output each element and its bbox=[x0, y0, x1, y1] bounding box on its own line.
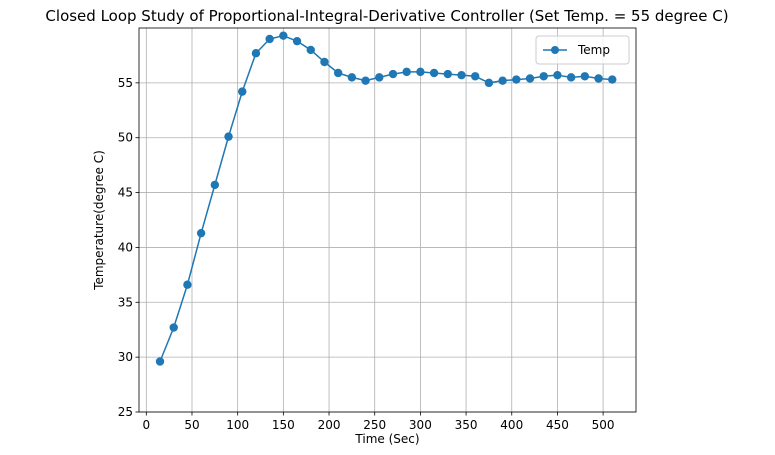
legend-marker bbox=[551, 46, 559, 54]
legend-box bbox=[535, 35, 630, 65]
y-tick-label: 25 bbox=[118, 405, 133, 419]
x-tick-label: 200 bbox=[318, 418, 341, 432]
data-point bbox=[265, 34, 274, 44]
data-point bbox=[566, 73, 576, 82]
data-point bbox=[457, 70, 466, 80]
series-layer bbox=[155, 31, 617, 366]
data-point bbox=[402, 67, 411, 77]
data-point bbox=[183, 280, 192, 289]
data-point bbox=[320, 57, 329, 67]
x-tick-label: 50 bbox=[184, 418, 199, 432]
data-point bbox=[210, 180, 220, 190]
data-point bbox=[539, 72, 548, 81]
plot-frame bbox=[138, 27, 637, 413]
data-point bbox=[347, 73, 357, 82]
x-tick-label: 500 bbox=[592, 418, 615, 432]
data-point bbox=[361, 76, 370, 85]
x-tick-label: 350 bbox=[455, 418, 478, 432]
x-tick-label: 400 bbox=[500, 418, 523, 432]
data-point bbox=[169, 323, 178, 332]
data-point bbox=[306, 45, 315, 55]
x-tick-label: 100 bbox=[226, 418, 249, 432]
data-point bbox=[608, 75, 617, 84]
y-axis-title: Temperature(degree C) bbox=[92, 150, 106, 291]
y-tick-label: 55 bbox=[118, 76, 133, 90]
data-point bbox=[512, 75, 521, 84]
data-point bbox=[251, 49, 261, 58]
x-tick-label: 450 bbox=[546, 418, 569, 432]
legend-label: Temp bbox=[577, 43, 610, 57]
y-tick-label: 40 bbox=[118, 240, 133, 254]
data-point bbox=[443, 69, 452, 79]
y-tick-label: 30 bbox=[118, 350, 133, 364]
data-point bbox=[498, 76, 507, 85]
series-line bbox=[159, 34, 613, 362]
x-tick-label: 150 bbox=[272, 418, 295, 432]
data-point bbox=[333, 68, 343, 78]
x-tick-label: 0 bbox=[142, 418, 150, 432]
y-tick-label: 35 bbox=[118, 295, 133, 309]
data-point bbox=[429, 68, 439, 78]
y-tick-label: 50 bbox=[118, 131, 133, 145]
data-point bbox=[224, 132, 233, 141]
x-axis-title: Time (Sec) bbox=[354, 432, 419, 446]
data-point bbox=[594, 74, 603, 83]
x-tick-label: 250 bbox=[363, 418, 386, 432]
data-point bbox=[553, 70, 562, 80]
x-tick-label: 300 bbox=[409, 418, 432, 432]
data-point bbox=[292, 36, 302, 46]
data-point bbox=[416, 67, 425, 77]
data-point bbox=[196, 228, 206, 238]
ticks: 0 50 100 150 200 250 300 350 400 450 500 25 30 35 40 45… bbox=[118, 76, 615, 432]
data-point bbox=[525, 74, 535, 83]
chart-title: Closed Loop Study of Proportional-Integr… bbox=[45, 7, 728, 25]
y-tick-label: 45 bbox=[118, 186, 133, 200]
data-point bbox=[484, 78, 494, 88]
data-point bbox=[580, 72, 590, 81]
data-point bbox=[375, 73, 384, 82]
data-point bbox=[279, 31, 288, 40]
data-point bbox=[388, 69, 398, 79]
data-point bbox=[238, 87, 247, 96]
data-point bbox=[471, 72, 480, 81]
legend: Temp bbox=[535, 35, 630, 65]
data-point bbox=[155, 357, 165, 366]
